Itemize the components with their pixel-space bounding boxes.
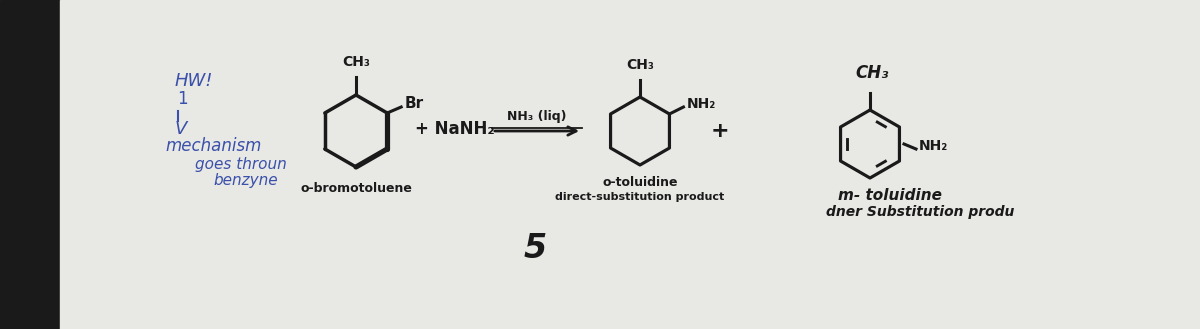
Text: m- toluidine: m- toluidine: [838, 189, 942, 204]
Text: mechanism: mechanism: [166, 137, 262, 155]
Text: goes throun: goes throun: [194, 157, 287, 171]
Text: CH₃: CH₃: [856, 64, 889, 82]
Text: 5: 5: [523, 233, 547, 266]
Text: NH₂: NH₂: [686, 97, 715, 111]
Text: NH₂: NH₂: [919, 139, 948, 153]
Text: 1: 1: [178, 90, 187, 108]
Text: Br: Br: [404, 95, 424, 111]
Text: +: +: [710, 121, 730, 141]
Text: benzyne: benzyne: [214, 173, 277, 189]
Text: o-toluidine: o-toluidine: [602, 176, 678, 190]
Text: direct-substitution product: direct-substitution product: [556, 192, 725, 202]
Text: o-bromotoluene: o-bromotoluene: [300, 183, 412, 195]
Text: NH₃ (liq): NH₃ (liq): [508, 110, 566, 123]
Text: dner Substitution produ: dner Substitution produ: [826, 205, 1014, 219]
Text: V: V: [175, 120, 187, 138]
Bar: [0, 0, 60, 329]
Text: + NaNH₂: + NaNH₂: [415, 120, 494, 138]
Text: CH₃: CH₃: [626, 58, 654, 72]
Text: HW!: HW!: [175, 72, 214, 90]
Text: CH₃: CH₃: [342, 55, 370, 69]
